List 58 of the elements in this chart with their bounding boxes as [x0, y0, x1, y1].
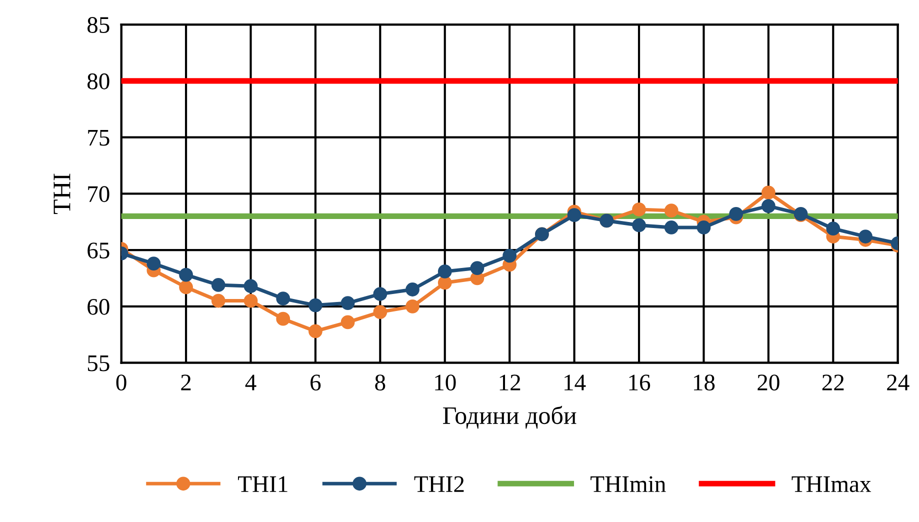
y-tick-label: 75 [88, 130, 110, 146]
legend-label: THImax [792, 476, 872, 492]
point [826, 222, 840, 236]
x-tick-label: 22 [822, 374, 844, 390]
legend-label: THI2 [414, 476, 464, 492]
y-tick-label: 85 [87, 17, 110, 33]
point [179, 280, 193, 294]
x-tick-label: 16 [629, 374, 650, 391]
point [308, 298, 322, 312]
point [438, 264, 452, 278]
x-tick-label: 24 [887, 374, 910, 390]
y-tick-label: 65 [88, 242, 110, 258]
point [340, 296, 355, 310]
point [761, 199, 776, 214]
point [244, 294, 258, 308]
x-tick-label: 4 [245, 374, 256, 390]
point [567, 208, 582, 222]
y-tick-label: 80 [87, 73, 110, 90]
point [664, 204, 678, 218]
point [340, 315, 355, 330]
legend-label: THImin [590, 476, 666, 492]
x-tick-label: 20 [758, 374, 780, 391]
point [406, 282, 420, 296]
x-tick-label: 2 [181, 374, 191, 390]
y-tick-label: 55 [88, 356, 110, 372]
x-tick-label: 6 [310, 374, 321, 391]
x-tick-label: 18 [694, 374, 715, 391]
x-tick-label: 8 [375, 374, 386, 391]
point [729, 207, 744, 221]
point [308, 324, 322, 338]
point [373, 287, 388, 301]
y-tick-label: 70 [88, 186, 110, 202]
point [211, 278, 226, 292]
point [179, 268, 193, 282]
x-tick-label: 0 [116, 374, 126, 391]
x-tick-label: 10 [435, 374, 456, 391]
point [470, 261, 484, 276]
point [632, 218, 646, 232]
point [211, 294, 226, 308]
point [761, 186, 776, 200]
x-tick-label: 14 [564, 374, 586, 390]
point [858, 230, 872, 244]
x-axis-title: Години доби [443, 406, 576, 429]
y-tick-label: 60 [88, 298, 110, 315]
point [502, 248, 517, 263]
point [406, 299, 420, 314]
point [696, 220, 711, 234]
point [438, 276, 452, 290]
y-axis-title: THI [54, 174, 70, 214]
point [276, 312, 290, 326]
point [244, 279, 258, 294]
legend-label: THI1 [238, 476, 288, 492]
point [664, 220, 678, 234]
point [632, 202, 646, 216]
point [146, 256, 161, 271]
point [373, 305, 388, 319]
x-tick-label: 12 [500, 374, 520, 390]
point [276, 292, 290, 306]
